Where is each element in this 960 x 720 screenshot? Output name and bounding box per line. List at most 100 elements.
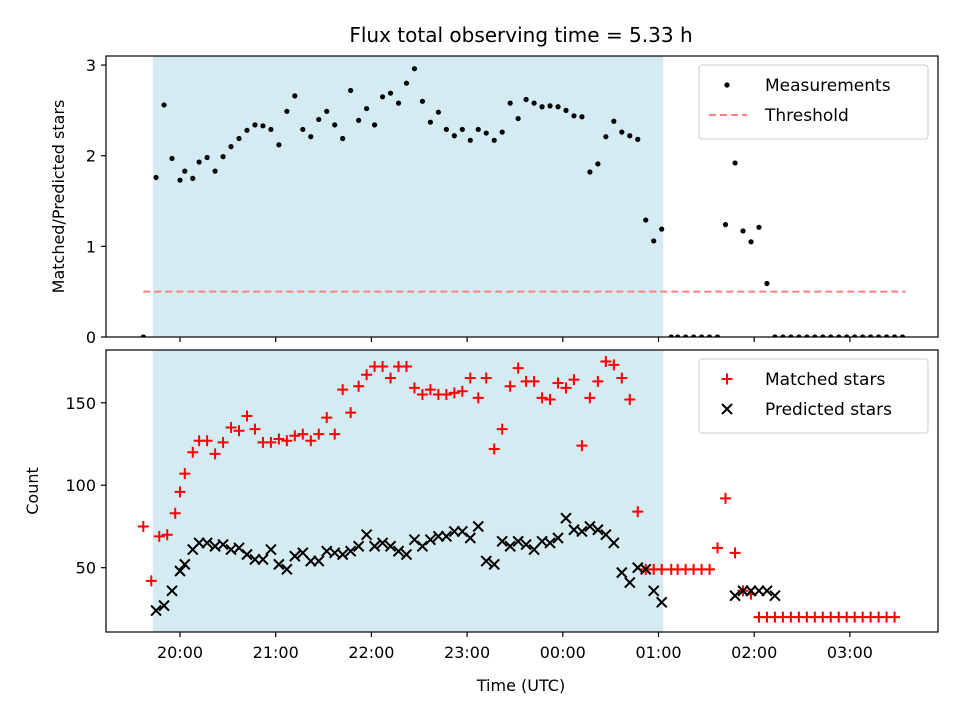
- data-point: [292, 93, 298, 99]
- data-point: [483, 130, 489, 136]
- x-tick-label: 21:00: [253, 643, 299, 662]
- data-point: [140, 334, 146, 337]
- data-point: [788, 334, 794, 337]
- data-point: [273, 558, 285, 571]
- data-point: [260, 123, 266, 129]
- data-point: [552, 532, 564, 544]
- data-point: [265, 436, 277, 448]
- data-point: [531, 100, 537, 106]
- data-point: [427, 119, 434, 125]
- data-point: [435, 109, 441, 115]
- data-point: [656, 563, 668, 575]
- data-point: [174, 565, 186, 577]
- data-point: [281, 435, 293, 447]
- data-point: [576, 525, 588, 538]
- data-point: [201, 537, 213, 549]
- data-point: [820, 334, 826, 337]
- data-point: [313, 555, 325, 567]
- data-point: [796, 334, 802, 337]
- data-point: [568, 374, 580, 386]
- data-point: [571, 113, 577, 119]
- data-point: [712, 542, 724, 554]
- data-point: [440, 389, 452, 401]
- legend-label: Threshold: [764, 106, 849, 126]
- data-point: [772, 334, 778, 337]
- data-point: [249, 423, 261, 435]
- data-point: [891, 334, 898, 337]
- data-point: [616, 566, 628, 579]
- data-point: [729, 590, 741, 602]
- data-point: [177, 177, 183, 183]
- data-point: [608, 537, 620, 549]
- y-axis-label: Count: [23, 467, 42, 515]
- data-point: [488, 558, 500, 571]
- data-point: [308, 134, 314, 140]
- data-point: [611, 118, 617, 124]
- data-point: [276, 142, 282, 148]
- data-point: [424, 533, 437, 546]
- axes-frame: [105, 349, 939, 633]
- data-point: [236, 135, 242, 142]
- data-point: [384, 540, 397, 552]
- data-point: [648, 585, 660, 597]
- data-point: [764, 280, 770, 287]
- data-point: [161, 529, 173, 541]
- data-point: [643, 217, 649, 223]
- data-point: [456, 385, 468, 397]
- data-point: [233, 425, 245, 437]
- data-point: [387, 90, 394, 96]
- data-point: [352, 540, 365, 552]
- data-point: [740, 228, 746, 234]
- data-point: [204, 154, 210, 161]
- data-point: [860, 334, 866, 337]
- data-point: [595, 161, 601, 167]
- data-point: [182, 168, 188, 174]
- data-point: [836, 334, 842, 337]
- data-point: [761, 585, 773, 597]
- legend-marker: [721, 373, 733, 385]
- data-point: [361, 369, 373, 381]
- data-point: [265, 543, 277, 556]
- data-point: [651, 238, 657, 244]
- data-point: [488, 443, 500, 455]
- data-point: [804, 334, 810, 337]
- axes-frame: [105, 55, 939, 338]
- data-point: [852, 334, 858, 337]
- data-point: [563, 107, 569, 113]
- data-point: [416, 389, 428, 401]
- data-point: [616, 372, 628, 384]
- data-point: [345, 407, 357, 419]
- data-point: [504, 380, 516, 392]
- data-point: [360, 528, 373, 541]
- data-point: [244, 127, 250, 133]
- data-point: [619, 129, 625, 135]
- legend-label: Predicted stars: [765, 400, 892, 420]
- data-point: [635, 136, 641, 142]
- top-panel: 0 1 2 3 Matched/Predicted stars Measurements T…: [49, 55, 939, 347]
- chart-title: Flux total observing time = 5.33 h: [349, 23, 692, 47]
- y-tick-label: 0: [86, 328, 96, 347]
- data-point: [371, 122, 378, 128]
- data-point: [336, 548, 349, 561]
- data-point: [592, 375, 604, 387]
- data-point: [496, 535, 508, 548]
- observing-window: [152, 350, 664, 632]
- data-point: [552, 377, 564, 389]
- data-point: [340, 135, 346, 142]
- data-point: [624, 576, 636, 589]
- data-point: [379, 94, 386, 100]
- data-point: [161, 102, 167, 108]
- data-point: [536, 392, 548, 404]
- data-point: [655, 596, 668, 609]
- observing-window: [152, 56, 664, 337]
- data-point: [472, 392, 484, 404]
- legend-marker: [721, 403, 733, 415]
- data-point: [201, 435, 213, 447]
- data-point: [281, 563, 293, 576]
- data-point: [408, 382, 420, 394]
- data-point: [714, 334, 721, 337]
- data-point: [377, 360, 389, 372]
- data-point: [627, 133, 633, 139]
- data-point: [356, 117, 362, 123]
